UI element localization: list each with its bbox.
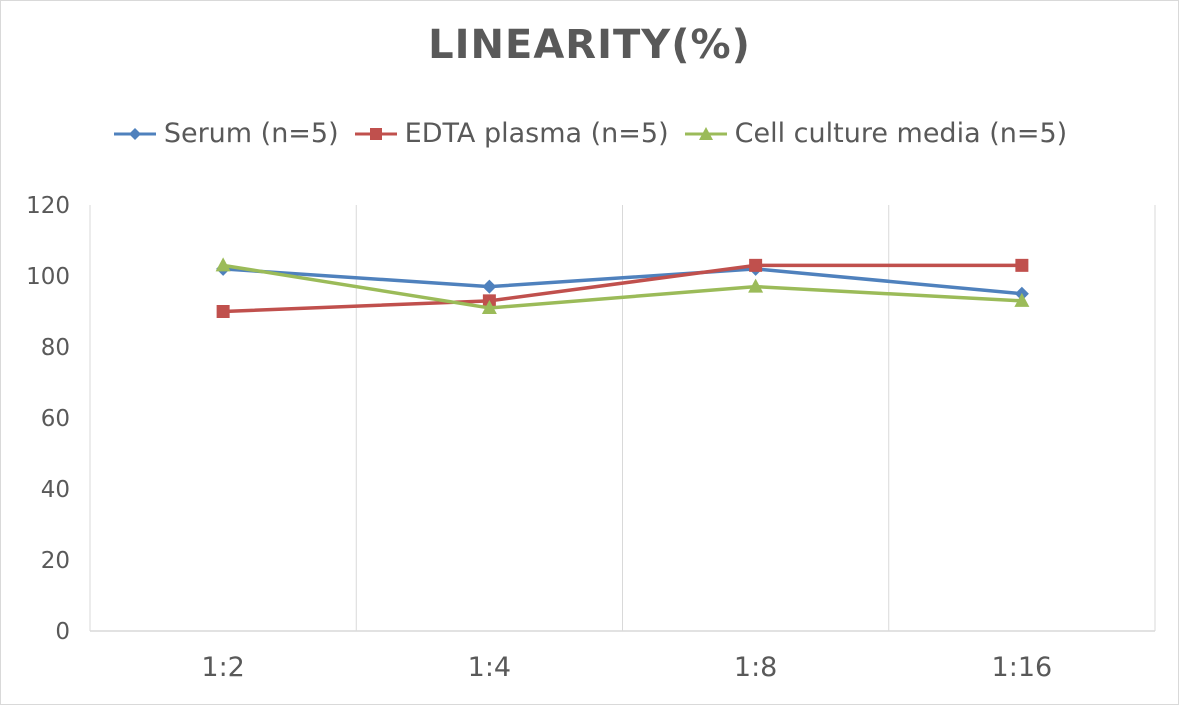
data-point [749, 258, 763, 272]
legend-swatch-cell-culture-media [684, 126, 727, 140]
series-line [223, 267, 1023, 296]
legend-item-edta-plasma: EDTA plasma (n=5) [353, 118, 669, 149]
legend-label-serum: Serum (n=5) [163, 118, 339, 149]
x-tick-label: 1:2 [201, 652, 244, 683]
data-point [481, 299, 497, 314]
data-point [482, 279, 497, 294]
y-tick-label: 40 [41, 477, 70, 503]
legend-swatch-edta-plasma [354, 127, 397, 140]
y-tick-label: 60 [41, 406, 70, 432]
data-point [216, 305, 230, 318]
legend-swatch-serum [113, 127, 156, 140]
series-line [223, 263, 1022, 314]
x-tick-label: 1:8 [734, 652, 777, 683]
legend-label-edta-plasma: EDTA plasma (n=5) [404, 118, 669, 149]
series-line [222, 263, 1022, 310]
y-tick-label: 80 [41, 335, 70, 361]
x-tick-label: 1:4 [468, 652, 511, 683]
y-tick-label: 100 [26, 264, 70, 290]
legend-item-serum: Serum (n=5) [112, 118, 339, 149]
chart-title: LINEARITY(%) [428, 22, 751, 68]
data-point [1014, 292, 1030, 307]
y-tick-label: 120 [26, 193, 70, 219]
x-tick-label: 1:16 [992, 652, 1053, 683]
data-point [748, 278, 764, 293]
data-point [1015, 258, 1029, 272]
legend: Serum (n=5) EDTA plasma (n=5) Cell cultu… [0, 118, 1179, 149]
y-tick-label: 0 [55, 619, 70, 645]
data-point [215, 257, 231, 272]
legend-item-cell-culture-media: Cell culture media (n=5) [683, 118, 1068, 149]
y-tick-label: 20 [41, 548, 70, 574]
legend-label-cell-culture-media: Cell culture media (n=5) [734, 118, 1068, 149]
